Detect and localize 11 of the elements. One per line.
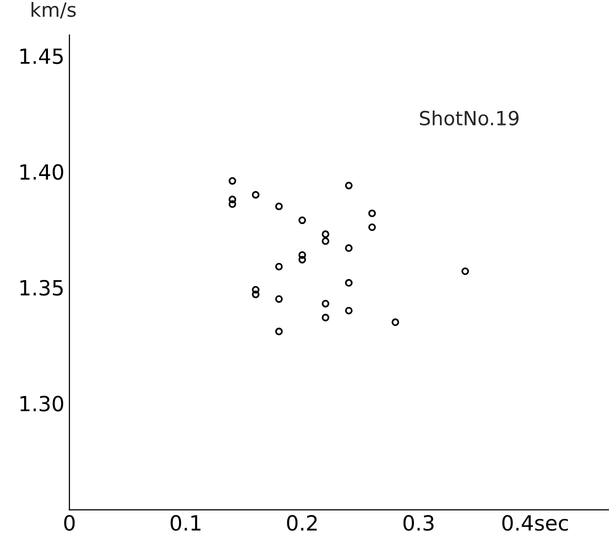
annotation: ShotNo.19 <box>420 110 519 126</box>
x-tick-label: 0.3 <box>403 515 434 531</box>
y-axis-title: km/s <box>32 2 76 19</box>
x-tick-label: 0 <box>64 515 75 531</box>
y-tick-label: 1.30 <box>20 396 64 412</box>
y-tick-label: 1.35 <box>20 280 63 296</box>
y-tick-label: 1.40 <box>20 164 64 180</box>
x-tick-label: 0.1 <box>170 515 200 531</box>
x-tick-label: 0.4sec <box>502 515 568 531</box>
y-tick-label: 1.45 <box>20 48 63 64</box>
x-tick-label: 0.2 <box>287 515 317 531</box>
